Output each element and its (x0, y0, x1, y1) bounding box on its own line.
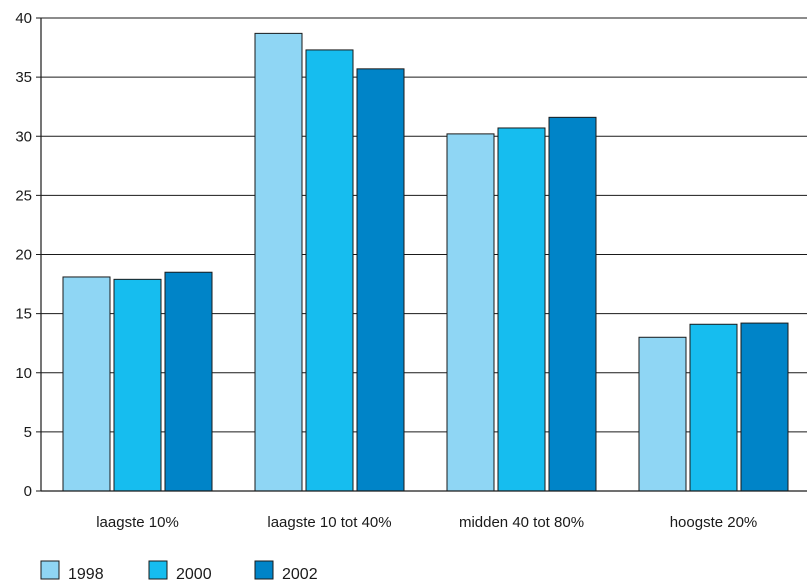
y-tick-label: 5 (24, 424, 32, 441)
y-tick-label: 25 (15, 187, 32, 204)
bar-2000-4 (689, 323, 738, 492)
bar-2000-3 (497, 127, 546, 492)
y-tick-label: 0 (24, 483, 32, 500)
y-tick-label: 30 (15, 128, 32, 145)
legend-label: 2002 (282, 566, 318, 582)
bar-1998-4 (638, 336, 687, 492)
legend-item-2002: 2002 (254, 560, 318, 582)
bar-1998-3 (446, 133, 495, 492)
y-tick-label: 15 (15, 306, 32, 323)
y-axis-ticks: 0 5 10 15 20 25 30 35 40 (15, 10, 41, 500)
legend: 1998 2000 2002 (40, 560, 318, 582)
bar-2002-4 (740, 322, 789, 492)
bar-1998-2 (254, 32, 303, 492)
y-tick-label: 10 (15, 365, 32, 382)
y-tick-label: 40 (15, 10, 32, 27)
bar-2002-3 (548, 116, 597, 492)
x-category-label: hoogste 20% (670, 514, 758, 531)
bars (62, 32, 789, 492)
x-category-label: laagste 10% (96, 514, 179, 531)
bar-2000-2 (305, 49, 354, 492)
bar-2000-1 (113, 278, 162, 492)
legend-label: 2000 (176, 566, 212, 582)
bar-2002-1 (164, 271, 213, 492)
legend-swatch (40, 560, 60, 580)
legend-item-1998: 1998 (40, 560, 104, 582)
y-tick-label: 35 (15, 69, 32, 86)
legend-swatch (254, 560, 274, 580)
legend-label: 1998 (68, 566, 104, 582)
y-tick-label: 20 (15, 247, 32, 264)
x-axis-categories: laagste 10% laagste 10 tot 40% midden 40 t… (96, 514, 757, 531)
legend-swatch (148, 560, 168, 580)
x-category-label: midden 40 tot 80% (459, 514, 584, 531)
legend-item-2000: 2000 (148, 560, 212, 582)
bar-2002-2 (356, 68, 405, 492)
x-category-label: laagste 10 tot 40% (267, 514, 391, 531)
bar-1998-1 (62, 276, 111, 492)
